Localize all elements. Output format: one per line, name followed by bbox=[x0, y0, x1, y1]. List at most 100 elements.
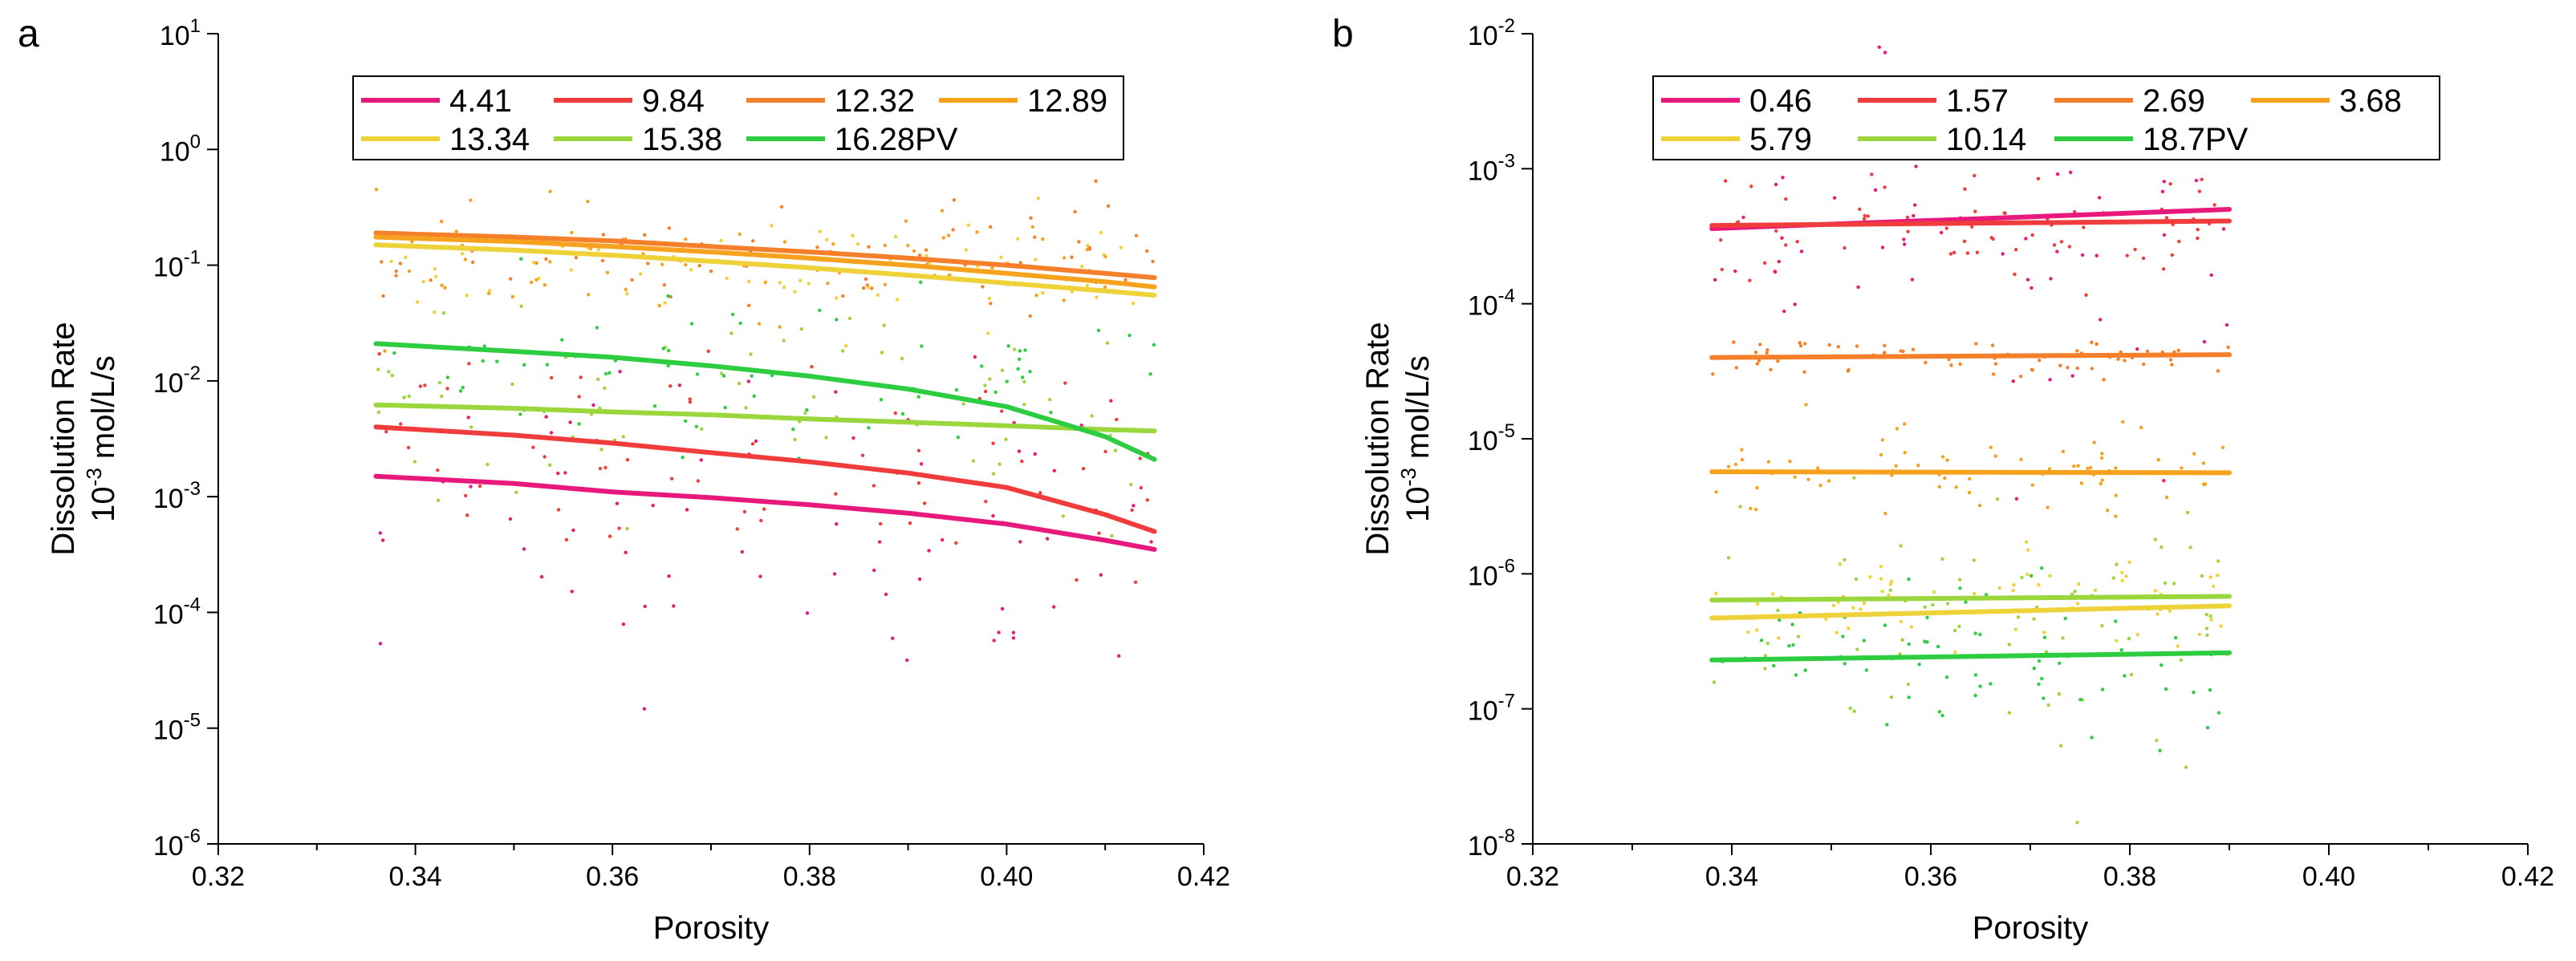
scatter-point-3.68 bbox=[2079, 481, 2084, 485]
legend-label: 15.38 bbox=[642, 122, 722, 157]
scatter-point-12.89 bbox=[906, 243, 910, 248]
scatter-point-0.46 bbox=[2055, 172, 2060, 176]
scatter-point-4.41 bbox=[508, 517, 513, 521]
scatter-point-4.41 bbox=[758, 574, 762, 578]
scatter-point-10.14 bbox=[1898, 652, 1902, 656]
legend-label: 1.57 bbox=[1946, 83, 2009, 119]
scatter-point-3.68 bbox=[2114, 514, 2118, 518]
scatter-point-4.41 bbox=[891, 636, 895, 640]
scatter-point-4.41 bbox=[469, 485, 473, 489]
scatter-point-18.7PV bbox=[1883, 623, 1887, 627]
scatter-point-10.14 bbox=[1906, 682, 1910, 687]
scatter-point-1.57 bbox=[1749, 184, 1753, 189]
scatter-point-3.68 bbox=[1740, 457, 1745, 462]
scatter-point-5.79 bbox=[1862, 601, 1867, 606]
scatter-point-10.14 bbox=[1972, 558, 1976, 562]
scatter-point-5.79 bbox=[2155, 612, 2160, 616]
scatter-point-0.46 bbox=[2080, 253, 2085, 257]
scatter-point-5.79 bbox=[1859, 607, 1863, 611]
scatter-point-3.68 bbox=[2100, 452, 2104, 456]
scatter-point-18.7PV bbox=[2040, 566, 2044, 570]
scatter-point-16.28PV bbox=[900, 412, 905, 416]
scatter-point-9.84 bbox=[550, 375, 554, 380]
scatter-point-15.38 bbox=[961, 402, 965, 406]
scatter-point-5.79 bbox=[1880, 590, 1884, 594]
legend-box bbox=[1652, 75, 2440, 160]
scatter-point-15.38 bbox=[744, 406, 748, 410]
scatter-point-15.38 bbox=[971, 459, 976, 463]
scatter-point-15.38 bbox=[625, 526, 629, 531]
scatter-point-15.38 bbox=[1013, 347, 1017, 351]
scatter-point-13.34 bbox=[1119, 245, 1123, 249]
scatter-point-16.28PV bbox=[461, 385, 465, 390]
scatter-point-9.84 bbox=[531, 445, 535, 449]
scatter-point-18.7PV bbox=[1978, 684, 1982, 688]
scatter-point-12.32 bbox=[429, 278, 433, 282]
scatter-point-18.7PV bbox=[2032, 667, 2036, 671]
scatter-point-3.68 bbox=[1940, 455, 1945, 459]
scatter-point-13.34 bbox=[770, 224, 774, 228]
scatter-point-12.32 bbox=[924, 248, 928, 252]
scatter-point-15.38 bbox=[793, 437, 797, 442]
scatter-point-1.57 bbox=[1883, 185, 1887, 189]
scatter-point-10.14 bbox=[2172, 582, 2176, 586]
scatter-point-10.14 bbox=[2115, 562, 2119, 566]
scatter-point-4.41 bbox=[699, 458, 703, 462]
scatter-point-18.7PV bbox=[1841, 635, 1845, 639]
scatter-point-12.89 bbox=[469, 198, 473, 202]
scatter-point-15.38 bbox=[486, 462, 490, 467]
scatter-point-13.34 bbox=[1080, 264, 1084, 269]
scatter-point-13.34 bbox=[1099, 230, 1103, 234]
scatter-point-1.57 bbox=[2036, 176, 2041, 180]
scatter-point-9.84 bbox=[1130, 508, 1134, 513]
legend-box bbox=[352, 75, 1124, 160]
scatter-point-4.41 bbox=[927, 549, 931, 553]
scatter-point-10.14 bbox=[2163, 581, 2168, 585]
scatter-point-12.89 bbox=[940, 209, 945, 213]
scatter-point-3.68 bbox=[2099, 481, 2103, 486]
scatter-point-10.14 bbox=[2153, 537, 2157, 541]
scatter-point-12.32 bbox=[662, 282, 667, 287]
panel-label-a: a bbox=[18, 13, 39, 55]
legend: 0.46 1.57 2.69 3.68 5.79 10.14 18.7PV bbox=[1652, 75, 2440, 160]
scatter-point-4.41 bbox=[667, 574, 671, 578]
scatter-point-12.32 bbox=[841, 294, 845, 298]
scatter-point-1.57 bbox=[2168, 182, 2172, 186]
scatter-point-0.46 bbox=[1914, 164, 1918, 168]
scatter-point-9.84 bbox=[577, 395, 581, 399]
scatter-point-1.57 bbox=[1866, 214, 1870, 218]
scatter-point-16.28PV bbox=[1006, 344, 1010, 348]
scatter-points bbox=[374, 179, 1156, 711]
scatter-point-10.14 bbox=[1852, 476, 1856, 480]
scatter-point-2.69 bbox=[1711, 372, 1715, 376]
scatter-point-18.7PV bbox=[2058, 661, 2062, 665]
scatter-point-1.57 bbox=[1784, 197, 1788, 201]
scatter-point-12.32 bbox=[989, 302, 993, 306]
scatter-point-16.28PV bbox=[1005, 379, 1010, 383]
scatter-point-12.89 bbox=[1034, 293, 1038, 298]
scatter-point-1.57 bbox=[1965, 251, 1970, 255]
scatter-point-3.68 bbox=[2164, 495, 2169, 500]
panel-label-b: b bbox=[1332, 13, 1354, 55]
scatter-point-0.46 bbox=[2209, 273, 2213, 278]
scatter-point-9.84 bbox=[464, 493, 468, 498]
scatter-point-16.28PV bbox=[684, 419, 688, 424]
scatter-point-10.14 bbox=[1958, 578, 1962, 582]
scatter-point-3.68 bbox=[2072, 464, 2076, 468]
scatter-point-13.34 bbox=[876, 293, 880, 297]
scatter-point-9.84 bbox=[991, 441, 995, 445]
scatter-point-4.41 bbox=[677, 383, 682, 387]
scatter-point-16.28PV bbox=[956, 436, 961, 440]
scatter-point-3.68 bbox=[1740, 448, 1744, 452]
scatter-point-1.57 bbox=[1862, 217, 1867, 221]
scatter-point-18.7PV bbox=[2078, 698, 2082, 702]
scatter-point-3.68 bbox=[1903, 422, 1907, 426]
scatter-point-1.57 bbox=[2052, 243, 2057, 247]
scatter-point-9.84 bbox=[954, 541, 958, 545]
scatter-point-4.41 bbox=[917, 577, 922, 582]
scatter-point-9.84 bbox=[579, 375, 583, 379]
scatter-point-9.84 bbox=[1133, 580, 1138, 584]
scatter-point-4.41 bbox=[556, 471, 560, 476]
scatter-point-2.69 bbox=[1949, 363, 1953, 367]
scatter-point-12.32 bbox=[862, 286, 866, 290]
